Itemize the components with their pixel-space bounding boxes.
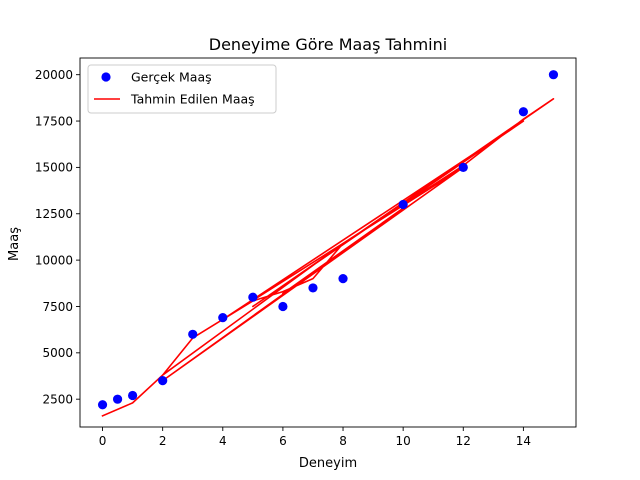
y-tick-label: 12500 — [35, 207, 73, 221]
scatter-point — [158, 376, 168, 386]
scatter-point — [188, 329, 198, 339]
x-tick-label: 10 — [396, 434, 411, 448]
scatter-point — [218, 313, 228, 323]
scatter-point — [128, 390, 138, 401]
scatter-point — [308, 283, 318, 293]
x-tick-label: 0 — [99, 434, 107, 448]
x-tick-label: 2 — [159, 434, 167, 448]
legend-marker-scatter — [101, 72, 111, 82]
scatter-point — [548, 70, 559, 80]
y-tick-label: 20000 — [35, 68, 73, 82]
scatter-point — [338, 274, 348, 284]
legend-label: Gerçek Maaş — [131, 70, 212, 85]
x-tick-label: 4 — [219, 434, 227, 448]
scatter-point — [518, 107, 528, 117]
x-tick-label: 12 — [456, 434, 471, 448]
scatter-point — [248, 292, 258, 302]
x-tick-label: 6 — [279, 434, 287, 448]
scatter-point — [398, 199, 408, 210]
legend-box — [87, 64, 277, 114]
x-axis-label: Deneyim — [299, 456, 357, 471]
chart-title: Deneyime Göre Maaş Tahmini — [209, 35, 447, 54]
x-tick-label: 8 — [339, 434, 347, 448]
plot-area — [80, 58, 576, 427]
legend-label: Tahmin Edilen Maaş — [130, 92, 255, 107]
y-tick-label: 17500 — [35, 114, 73, 128]
y-tick-label: 15000 — [35, 161, 73, 175]
y-axis-label: Maaş — [7, 227, 22, 261]
y-tick-label: 10000 — [35, 253, 73, 267]
scatter-point — [112, 394, 123, 404]
scatter-point — [458, 162, 468, 172]
prediction-line — [101, 97, 555, 417]
x-tick-label: 14 — [516, 434, 531, 448]
scatter-point — [278, 301, 288, 312]
y-tick-label: 5000 — [42, 346, 73, 360]
y-tick-label: 2500 — [42, 392, 73, 406]
axes-frame — [79, 57, 577, 428]
scatter-point — [97, 400, 108, 410]
y-tick-label: 7500 — [42, 300, 73, 314]
